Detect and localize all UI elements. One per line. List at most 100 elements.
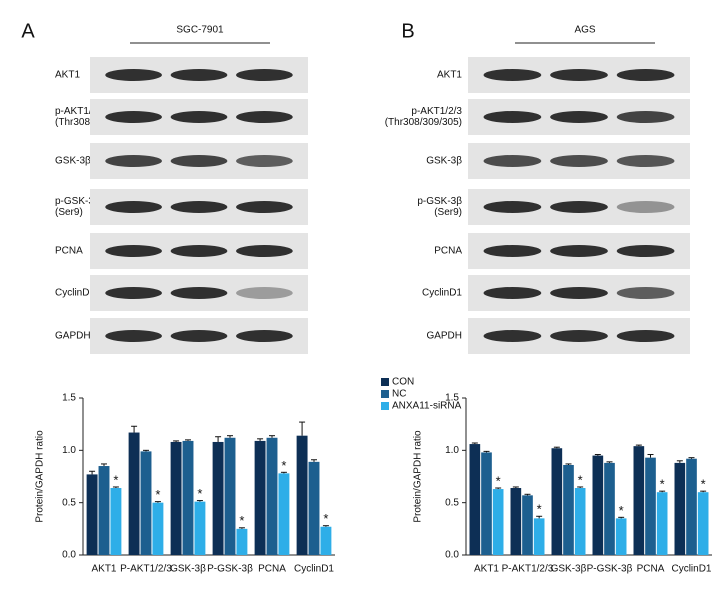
bar <box>469 444 481 555</box>
cell-line: AGS <box>574 25 595 36</box>
x-tick-label: P-AKT1/2/3 <box>120 564 172 575</box>
blot-label: (Ser9) <box>55 207 83 218</box>
bar <box>224 437 236 555</box>
legend-swatch <box>381 378 389 386</box>
significance-mark: * <box>660 477 665 492</box>
blot-band <box>483 69 542 81</box>
y-tick-label: 1.0 <box>445 445 459 456</box>
blot-band <box>236 111 293 123</box>
significance-mark: * <box>701 477 706 492</box>
y-tick-label: 1.0 <box>62 445 76 456</box>
bar <box>278 473 290 555</box>
significance-mark: * <box>197 486 202 501</box>
bar <box>236 528 248 555</box>
bar <box>656 492 668 555</box>
significance-mark: * <box>239 513 244 528</box>
y-tick-label: 1.5 <box>62 393 76 404</box>
blot-band <box>105 287 162 299</box>
legend-label: ANXA11-siRNA <box>392 401 462 412</box>
bar <box>615 518 627 555</box>
panel-label: B <box>401 20 414 42</box>
blot-label: (Thr308/309/305) <box>385 117 462 128</box>
bar <box>522 495 533 555</box>
significance-mark: * <box>619 503 624 518</box>
bar <box>194 501 206 555</box>
blot-band <box>170 155 228 167</box>
blot-label: p-GSK-3β <box>417 196 462 207</box>
blot-label: GSK-3β <box>426 156 462 167</box>
bar <box>492 489 504 555</box>
y-axis-label: Protein/GAPDH ratio <box>35 430 46 523</box>
bar <box>128 432 140 555</box>
blot-label: AKT1 <box>437 70 462 81</box>
blot-band <box>550 111 608 123</box>
blot-band <box>483 155 542 167</box>
x-tick-label: P-GSK-3β <box>587 564 633 575</box>
legend-swatch <box>381 402 389 410</box>
bar <box>592 455 604 555</box>
x-tick-label: PCNA <box>637 564 665 575</box>
blot-band <box>236 155 293 167</box>
blot-band <box>236 245 293 257</box>
y-tick-label: 0.0 <box>445 550 459 561</box>
blot-band <box>550 69 608 81</box>
blot-band <box>483 245 542 257</box>
blot-band <box>236 330 293 342</box>
bar <box>551 448 563 555</box>
blot-band <box>105 330 162 342</box>
blot-band <box>105 155 162 167</box>
blot-band <box>236 201 293 213</box>
bar <box>510 488 522 555</box>
bar <box>697 492 709 555</box>
blot-label: p-GSK-3β <box>55 196 100 207</box>
legend-label: NC <box>392 389 406 400</box>
blot-band <box>483 111 542 123</box>
blot-band <box>170 287 228 299</box>
bar <box>563 464 574 555</box>
blot-band <box>105 201 162 213</box>
blot-label: GAPDH <box>55 331 91 342</box>
blot-label: PCNA <box>55 246 83 257</box>
blot-band <box>616 69 675 81</box>
significance-mark: * <box>496 473 501 488</box>
blot-band <box>170 111 228 123</box>
bar <box>533 518 545 555</box>
x-tick-label: CyclinD1 <box>294 564 334 575</box>
bar <box>674 462 686 555</box>
blot-band <box>550 155 608 167</box>
x-tick-label: AKT1 <box>474 564 499 575</box>
x-tick-label: P-AKT1/2/3 <box>502 564 554 575</box>
bar <box>212 441 224 555</box>
blot-band <box>170 245 228 257</box>
bar <box>604 462 615 555</box>
blot-band <box>105 111 162 123</box>
bar <box>645 457 656 555</box>
blot-label: CyclinD1 <box>55 288 95 299</box>
bar <box>633 446 645 555</box>
x-tick-label: GSK-3β <box>170 564 206 575</box>
bar <box>86 474 98 555</box>
x-tick-label: P-GSK-3β <box>207 564 253 575</box>
bar <box>686 458 697 555</box>
blot-band <box>616 287 675 299</box>
blot-label: CyclinD1 <box>422 288 462 299</box>
x-tick-label: AKT1 <box>91 564 116 575</box>
legend-swatch <box>381 390 389 398</box>
bar <box>170 441 182 555</box>
bar <box>574 488 586 555</box>
blot-band <box>170 201 228 213</box>
blot-band <box>236 287 293 299</box>
blot-label: GSK-3β <box>55 156 91 167</box>
blot-band <box>550 201 608 213</box>
blot-band <box>616 111 675 123</box>
cell-line: SGC-7901 <box>176 25 224 36</box>
blot-band <box>483 287 542 299</box>
y-axis-label: Protein/GAPDH ratio <box>413 430 424 523</box>
bar <box>182 440 194 555</box>
bar <box>98 466 110 555</box>
blot-label: (Ser9) <box>434 207 462 218</box>
y-tick-label: 1.5 <box>445 393 459 404</box>
blot-band <box>170 69 228 81</box>
blot-band <box>550 330 608 342</box>
